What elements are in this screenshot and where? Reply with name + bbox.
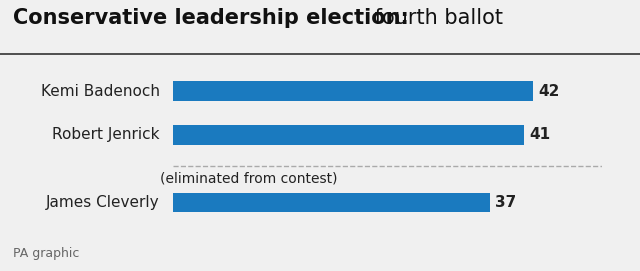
Bar xyxy=(173,125,524,145)
Bar xyxy=(173,81,533,101)
Text: James Cleverly: James Cleverly xyxy=(46,195,160,210)
Text: Robert Jenrick: Robert Jenrick xyxy=(52,127,160,142)
Text: 41: 41 xyxy=(529,127,550,142)
Text: 37: 37 xyxy=(495,195,516,210)
Bar xyxy=(173,193,490,212)
Text: Kemi Badenoch: Kemi Badenoch xyxy=(41,84,160,99)
Text: Conservative leadership election:: Conservative leadership election: xyxy=(13,8,409,28)
Text: fourth ballot: fourth ballot xyxy=(368,8,503,28)
Text: (eliminated from contest): (eliminated from contest) xyxy=(160,172,337,186)
Text: 42: 42 xyxy=(538,84,559,99)
Text: PA graphic: PA graphic xyxy=(13,247,79,260)
